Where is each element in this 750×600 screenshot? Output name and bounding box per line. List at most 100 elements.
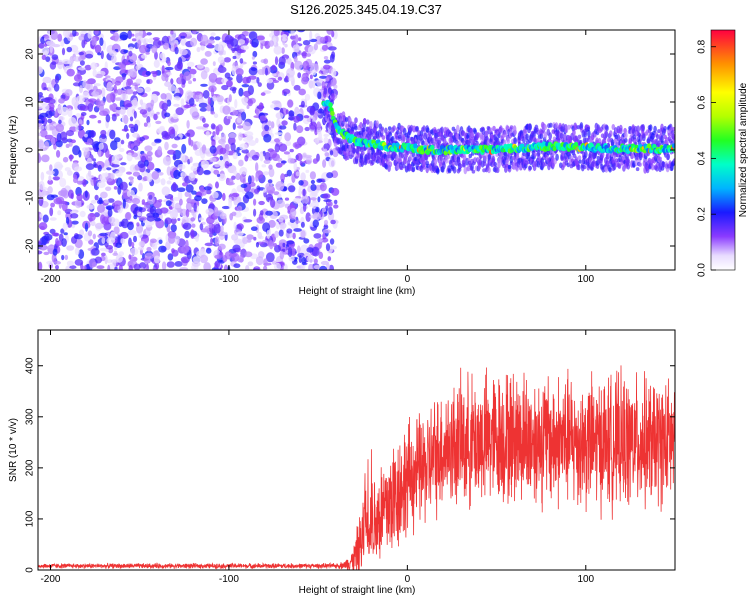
spectrogram-noise-cell [305,53,312,57]
spectrogram-noise-cell [223,57,231,63]
spectrogram-noise-cell [284,75,289,82]
spectrogram-noise-cell [139,109,148,115]
spectrogram-noise-cell [195,94,200,102]
spectrogram-noise-cell [161,186,170,196]
spectrogram-noise-cell [161,261,167,270]
spectrogram-noise-cell [189,156,193,163]
spectrogram-noise-cell [286,57,292,65]
spectrogram-noise-cell [165,200,172,207]
spectrogram-noise-cell [293,228,302,232]
spectrogram-noise-cell [119,147,125,153]
spectrogram-noise-cell [85,80,93,85]
spectrogram-noise-cell [50,30,58,40]
spectrogram-noise-cell [282,37,287,42]
spectrogram-noise-cell [233,263,241,269]
spectrogram-band-cell [539,133,544,140]
spectrogram-band-cell [610,141,615,147]
spectrogram-noise-cell [144,145,153,152]
spectrogram-noise-cell [42,116,48,126]
spectrogram-noise-cell [131,33,135,37]
spectrogram-noise-cell [200,83,208,87]
spectrogram-noise-cell [94,30,99,35]
spectrogram-band-cell [609,130,613,137]
spectrogram-noise-cell [268,219,276,228]
spectrogram-noise-cell [39,129,48,138]
colorbar-gradient [710,29,736,271]
spectrogram-noise-cell [236,223,244,230]
spectrogram-noise-cell [220,225,224,233]
spectrogram-band-cell [446,154,451,160]
spectrogram-noise-cell [154,51,158,60]
spectrogram-noise-cell [100,129,107,137]
spectrogram-noise-cell [214,236,220,246]
spectrogram-noise-cell [139,44,147,54]
spectrogram-noise-cell [170,224,177,233]
spectrogram-band-cell [420,134,425,140]
spectrogram-noise-cell [43,251,50,256]
spectrogram-noise-cell [273,107,280,111]
spectrogram-noise-cell [80,112,87,116]
spectrogram-noise-cell [196,63,204,69]
bottom-x-tick-label: 100 [577,574,594,585]
spectrogram-band-cell [648,124,653,131]
spectrogram-band-cell [388,161,393,168]
spectrogram-noise-cell [161,73,167,82]
spectrogram-noise-cell [312,212,321,221]
spectrogram-noise-cell [286,228,293,234]
spectrogram-noise-cell [301,195,310,205]
spectrogram-band-cell [655,161,660,169]
spectrogram-noise-cell [216,95,224,103]
spectrogram-noise-cell [182,182,188,187]
spectrogram-noise-cell [130,126,136,133]
spectrogram-noise-cell [76,180,84,185]
spectrogram-band-cell [525,133,529,141]
spectrogram-noise-cell [288,255,295,262]
spectrogram-noise-cell [236,117,242,124]
spectrogram-noise-cell [77,67,86,71]
spectrogram-noise-cell [323,148,328,153]
spectrogram-noise-cell [66,130,74,137]
spectrogram-noise-cell [242,237,249,245]
spectrogram-noise-cell [125,103,133,108]
spectrogram-noise-cell [159,52,166,60]
spectrogram-band-cell [590,166,594,171]
spectrogram-noise-cell [213,169,220,175]
spectrogram-noise-cell [248,75,257,80]
spectrogram-band-cell [327,82,332,89]
spectrogram-noise-cell [64,254,69,261]
spectrogram-noise-cell [98,197,103,204]
spectrogram-noise-cell [155,262,160,270]
spectrogram-noise-cell [72,145,81,156]
spectrogram-noise-cell [166,180,172,185]
spectrogram-noise-cell [115,170,123,177]
spectrogram-noise-cell [306,156,312,165]
spectrogram-noise-cell [227,116,233,120]
spectrogram-noise-cell [44,97,53,100]
spectrogram-ridge-cell [552,146,557,152]
spectrogram-noise-cell [49,126,54,131]
spectrogram-noise-cell [304,93,311,101]
spectrogram-noise-cell [238,39,246,45]
spectrogram-noise-cell [104,199,109,204]
spectrogram-noise-cell [166,261,175,268]
spectrogram-noise-cell [129,247,139,256]
spectrogram-noise-cell [65,265,71,270]
spectrogram-band-cell [402,164,406,169]
spectrogram-noise-cell [213,206,219,217]
spectrogram-noise-cell [330,79,337,86]
spectrogram-noise-cell [184,191,190,197]
spectrogram-noise-cell [213,113,219,118]
spectrogram-noise-cell [192,77,197,82]
spectrogram-noise-cell [154,139,162,144]
spectrogram-noise-cell [111,54,117,64]
colorbar: 0.0 0.2 0.4 0.6 0.8 Normalized spectral ampl… [697,29,749,277]
bottom-y-tick-label: 400 [25,357,36,374]
spectrogram-noise-cell [88,258,96,269]
spectrogram-noise-cell [280,173,285,182]
spectrogram-noise-cell [294,60,303,70]
spectrogram-noise-cell [248,157,253,161]
spectrogram-noise-cell [99,110,108,116]
spectrogram-noise-cell [293,84,301,91]
spectrogram-noise-cell [256,77,260,84]
spectrogram-noise-cell [53,83,60,92]
